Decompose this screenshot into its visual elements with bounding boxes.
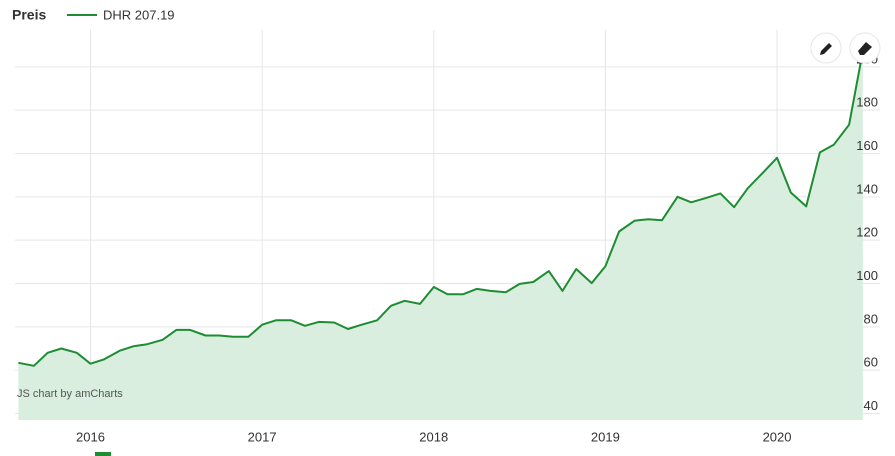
y-tick-label: 140 [856, 181, 878, 196]
area [18, 51, 863, 421]
x-tick-label: 2018 [419, 429, 448, 444]
y-tick-label: 60 [864, 355, 878, 370]
y-tick-label: 180 [856, 95, 878, 110]
y-tick-label: 40 [864, 398, 878, 413]
x-tick-label: 2017 [248, 429, 277, 444]
legend-title: Preis [12, 7, 46, 23]
y-tick-label: 120 [856, 225, 878, 240]
x-tick-label: 2020 [763, 429, 792, 444]
y-tick-label: 160 [856, 138, 878, 153]
y-tick-label: 100 [856, 268, 878, 283]
x-tick-label: 2019 [591, 429, 620, 444]
scrollbar-grip[interactable] [95, 452, 111, 456]
line [18, 51, 864, 367]
legend-label: DHR 207.19 [103, 7, 175, 22]
y-tick-label: 80 [864, 311, 878, 326]
credit: JS chart by amCharts [17, 388, 123, 400]
edit-button[interactable] [810, 32, 842, 64]
x-tick-label: 2016 [76, 429, 105, 444]
erase-button[interactable] [849, 32, 881, 64]
